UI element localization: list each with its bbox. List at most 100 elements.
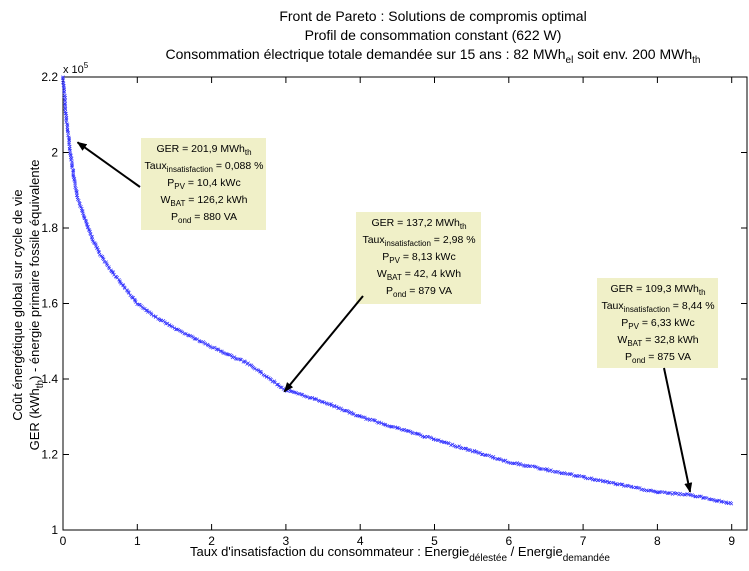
data-point: [133, 297, 137, 302]
pareto-series: [60, 75, 734, 506]
data-point: [631, 485, 636, 490]
y-axis-label: Coût énergétique global sur cycle de vie…: [10, 160, 46, 451]
data-point: [437, 438, 441, 442]
annotation-line: Pond = 879 VA: [386, 285, 452, 299]
y-tick-label: 2: [51, 146, 58, 160]
data-point: [592, 477, 597, 482]
data-point: [61, 75, 65, 79]
data-point: [126, 290, 131, 294]
annotation-line: Pond = 875 VA: [625, 351, 691, 365]
data-point: [577, 474, 582, 478]
data-point: [495, 457, 499, 461]
data-point: [556, 469, 560, 474]
annotations: GER = 201,9 MWhth Tauxinsatisfaction = 0,…: [76, 138, 718, 493]
data-point: [668, 491, 672, 495]
data-point: [665, 491, 670, 496]
data-point: [84, 219, 88, 224]
data-point: [717, 498, 721, 503]
data-point: [683, 493, 687, 497]
title-line-2: Profil de consommation constant (622 W): [305, 27, 562, 43]
data-point: [163, 320, 167, 324]
data-point: [516, 462, 520, 467]
data-point: [184, 332, 188, 336]
x-tick-label: 3: [283, 534, 290, 548]
data-point: [363, 415, 367, 420]
data-point: [559, 471, 564, 476]
data-point: [62, 90, 66, 95]
x-axis-label: Taux d'insatisfaction du consommateur : …: [190, 544, 610, 564]
annotation-line: WBAT = 32,8 kWh: [617, 334, 698, 348]
annotation-line: Tauxinsatisfaction = 2,98 %: [362, 234, 475, 248]
data-point: [89, 232, 93, 236]
data-point: [442, 440, 446, 444]
data-point: [85, 222, 89, 227]
data-point: [118, 279, 122, 283]
annotation-box: [356, 212, 481, 304]
annotation-line: WBAT = 126,2 kWh: [160, 194, 247, 208]
y-tick-label: 1.4: [41, 372, 58, 386]
data-point: [62, 89, 67, 94]
data-point: [314, 397, 319, 401]
data-point: [473, 450, 478, 454]
data-point: [534, 465, 538, 469]
data-point: [377, 420, 382, 425]
data-point: [64, 120, 68, 124]
data-point: [332, 404, 337, 408]
data-point: [75, 189, 79, 194]
data-point: [313, 397, 317, 401]
data-point: [432, 437, 436, 441]
y-tick-label: 2.2: [41, 70, 58, 84]
data-point: [84, 218, 88, 223]
data-point: [402, 427, 407, 432]
x-tick-label: 1: [134, 534, 141, 548]
data-point: [70, 165, 74, 170]
data-point: [278, 385, 283, 389]
data-point: [393, 425, 397, 429]
data-point: [67, 138, 71, 142]
data-point: [515, 461, 520, 465]
annotation-line: PPV = 10,4 kWc: [167, 177, 240, 191]
annotation-2: GER = 137,2 MWhth Tauxinsatisfaction = 2,…: [283, 212, 481, 393]
data-point: [691, 494, 695, 498]
y-tick-label: 1.2: [41, 448, 58, 462]
data-point: [397, 426, 401, 431]
data-point: [470, 449, 475, 454]
data-point: [305, 395, 309, 399]
annotation-arrow: [663, 367, 693, 493]
data-point: [663, 490, 667, 495]
y-axis-label-line-2: GER (kWhth) - énergie primaire fossile é…: [27, 160, 46, 451]
data-point: [253, 367, 257, 371]
data-point: [512, 461, 516, 466]
data-point: [349, 410, 354, 415]
data-point: [726, 501, 731, 506]
y-tick-label: 1: [51, 523, 58, 537]
data-point: [435, 438, 440, 443]
data-point: [67, 146, 72, 151]
y-exponent-label: x 105: [63, 61, 89, 76]
data-point: [229, 353, 234, 358]
data-point: [455, 445, 459, 449]
title-line-3: Consommation électrique totale demandée …: [166, 46, 701, 66]
data-point: [567, 472, 572, 476]
data-point: [606, 480, 611, 485]
x-tick-label: 6: [505, 534, 512, 548]
annotation-line: Tauxinsatisfaction = 0,088 %: [145, 160, 264, 174]
annotation-line: PPV = 8,13 kWc: [382, 251, 455, 265]
data-point: [423, 435, 427, 439]
data-point: [527, 464, 531, 468]
data-point: [538, 467, 543, 471]
data-point: [206, 343, 210, 348]
data-point: [67, 142, 71, 147]
annotation-box: [597, 278, 718, 368]
data-point: [67, 147, 72, 151]
data-point: [648, 488, 652, 492]
data-point: [714, 499, 719, 503]
data-point: [158, 318, 163, 323]
data-point: [262, 373, 267, 378]
data-point: [66, 133, 70, 138]
data-point: [619, 482, 624, 487]
data-point: [321, 400, 325, 404]
data-point: [468, 448, 473, 452]
